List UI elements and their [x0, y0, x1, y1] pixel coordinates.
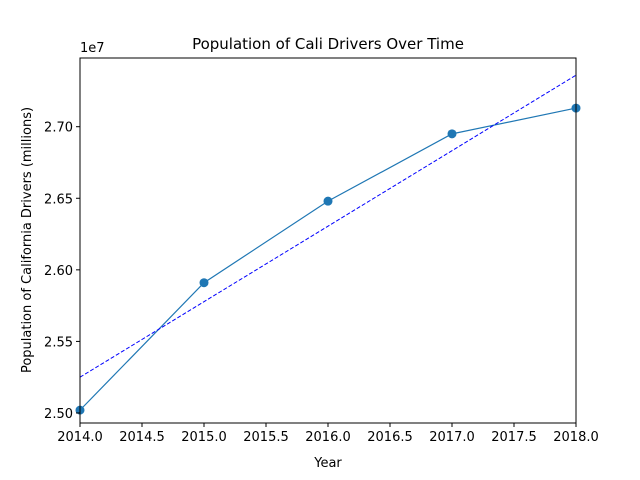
trend-line [79, 74, 577, 378]
x-tick-label: 2018.0 [553, 430, 599, 445]
data-point [447, 129, 457, 139]
x-tick-label: 2016.5 [367, 430, 413, 445]
y-axis-label: Population of California Drivers (millio… [20, 107, 35, 373]
y-tick-label: 2.55 [44, 335, 73, 350]
plot-area [80, 58, 576, 423]
y-tick-label: 2.70 [44, 121, 73, 136]
x-axis-ticks: 2014.0 2014.5 2015.0 2015.5 2016.0 2016.5 2017… [57, 423, 599, 445]
y-axis-offset-label: 1e7 [80, 41, 105, 56]
y-tick-label: 2.65 [44, 192, 73, 207]
x-axis-label: Year [313, 456, 342, 471]
x-tick-label: 2017.5 [491, 430, 537, 445]
x-tick-label: 2014.0 [57, 430, 103, 445]
data-point [199, 278, 209, 288]
y-axis-ticks: 2.50 2.55 2.60 2.65 2.70 [44, 121, 80, 422]
x-tick-label: 2014.5 [119, 430, 165, 445]
x-tick-label: 2017.0 [429, 430, 475, 445]
y-tick-label: 2.60 [44, 264, 73, 279]
y-tick-label: 2.50 [44, 407, 73, 422]
data-point [323, 196, 333, 206]
x-tick-label: 2015.0 [181, 430, 227, 445]
chart-title: Population of Cali Drivers Over Time [192, 35, 464, 53]
x-tick-label: 2015.5 [243, 430, 289, 445]
x-tick-label: 2016.0 [305, 430, 351, 445]
